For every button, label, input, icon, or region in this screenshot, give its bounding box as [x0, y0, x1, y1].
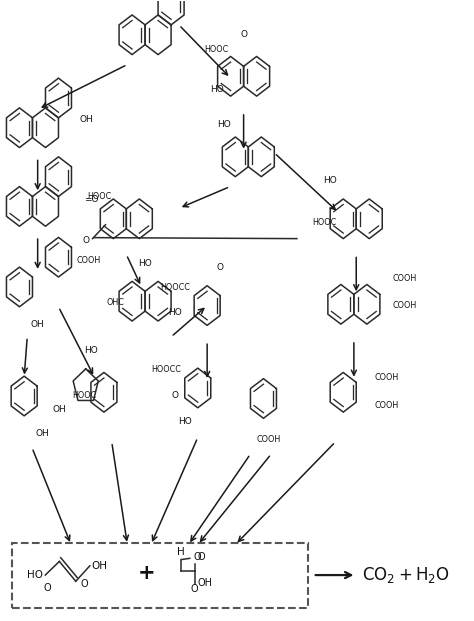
Text: OH: OH	[198, 578, 213, 588]
Text: O: O	[191, 584, 198, 594]
Text: OHC: OHC	[106, 298, 124, 307]
Text: OH: OH	[36, 428, 49, 438]
Text: COOH: COOH	[77, 256, 101, 265]
Text: OH: OH	[91, 561, 107, 571]
Text: HOOCC: HOOCC	[160, 283, 190, 292]
Text: HO: HO	[84, 346, 98, 355]
Text: H: H	[177, 546, 185, 556]
Text: O: O	[44, 582, 51, 592]
Text: COOH: COOH	[393, 273, 417, 283]
Text: HOOC: HOOC	[312, 218, 336, 227]
Text: COOH: COOH	[374, 401, 399, 410]
Text: COOH: COOH	[374, 373, 399, 383]
Text: HO: HO	[168, 309, 182, 317]
Text: HO: HO	[27, 570, 43, 580]
Text: COOH: COOH	[256, 435, 281, 444]
Text: O: O	[240, 30, 247, 39]
Text: OH: OH	[31, 320, 45, 329]
Text: O: O	[217, 263, 224, 272]
Text: O: O	[193, 551, 201, 561]
Text: HO: HO	[210, 85, 224, 94]
Text: HO: HO	[323, 176, 337, 185]
Text: OH: OH	[53, 405, 66, 414]
Text: HO: HO	[217, 120, 231, 129]
Text: HOOC: HOOC	[205, 45, 229, 55]
Text: $\mathrm{CO_2+H_2O}$: $\mathrm{CO_2+H_2O}$	[362, 565, 450, 585]
Text: OH: OH	[79, 115, 93, 124]
Text: HOOC: HOOC	[73, 391, 97, 401]
Text: O: O	[172, 391, 179, 400]
Text: HOOCC: HOOCC	[151, 365, 181, 374]
Text: O: O	[81, 579, 88, 589]
FancyBboxPatch shape	[12, 543, 308, 608]
Text: +: +	[137, 563, 155, 583]
Text: O: O	[198, 551, 205, 561]
Text: O: O	[82, 235, 89, 245]
Text: COOH: COOH	[393, 301, 417, 310]
Text: HO: HO	[138, 258, 152, 268]
Text: HOOC: HOOC	[87, 192, 111, 201]
Text: =O: =O	[84, 196, 99, 204]
Text: HO: HO	[178, 417, 191, 425]
